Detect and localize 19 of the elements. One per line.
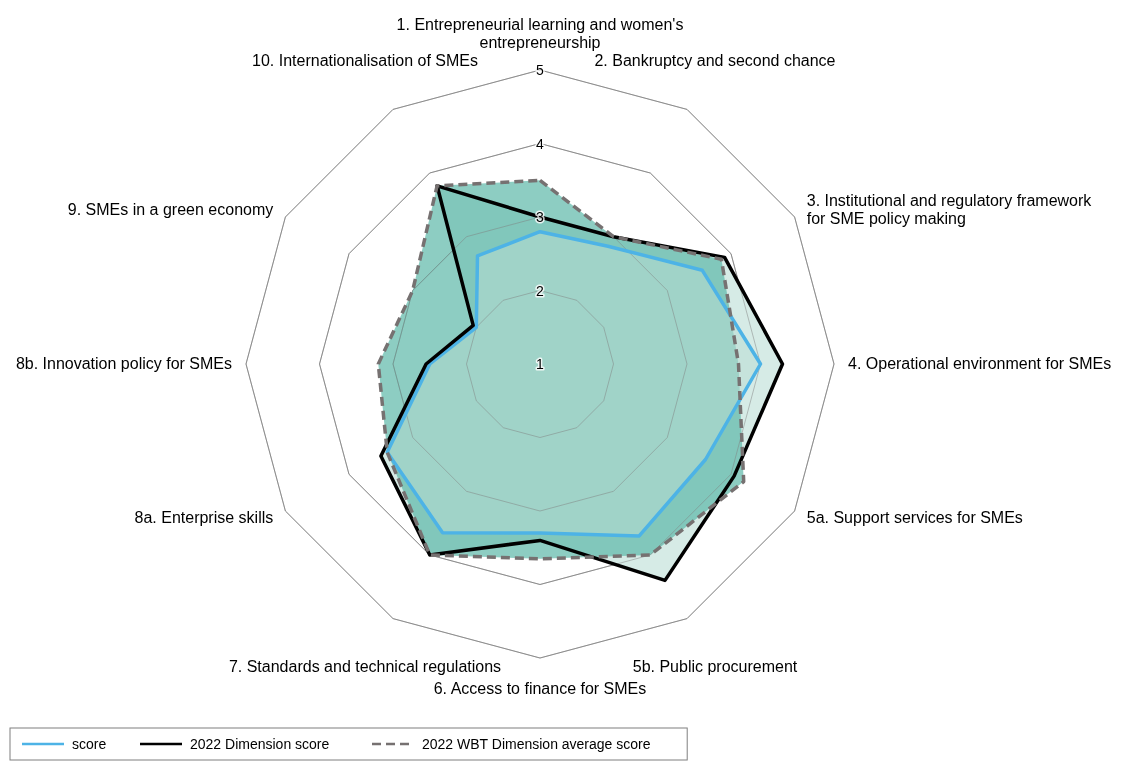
spoke-label: 7. Standards and technical regulations [228, 658, 502, 676]
spoke-label: 6. Access to finance for SMEs [433, 680, 647, 697]
spoke-label: 2. Bankruptcy and second chance [594, 51, 836, 69]
spoke-label: 5b. Public procurement [632, 658, 798, 676]
spoke-label: 4. Operational environment for SMEs [848, 355, 1112, 372]
spoke-label: 8a. Enterprise skills [134, 509, 274, 526]
spoke-label: 9. SMEs in a green economy [67, 201, 274, 218]
spoke-label: 3. Institutional and regulatory framework for SME policy making [806, 192, 1093, 227]
y-tick-label: 1 [536, 356, 545, 372]
spoke-label: 10. Internationalisation of SMEs [252, 51, 478, 69]
spoke-label: 8b. Innovation policy for SMEs [15, 355, 232, 372]
legend-label: 2022 Dimension score [190, 736, 330, 752]
spoke-label: 5a. Support services for SMEs [806, 509, 1023, 526]
y-tick-label: 5 [536, 62, 545, 78]
y-tick-label: 4 [536, 135, 545, 152]
spoke-label: 1. Entrepreneurial learning and women's entrepreneurship [396, 16, 684, 51]
y-tick-label: 2 [536, 282, 545, 299]
legend-label: score [72, 736, 107, 752]
legend-label: 2022 WBT Dimension average score [422, 736, 651, 752]
